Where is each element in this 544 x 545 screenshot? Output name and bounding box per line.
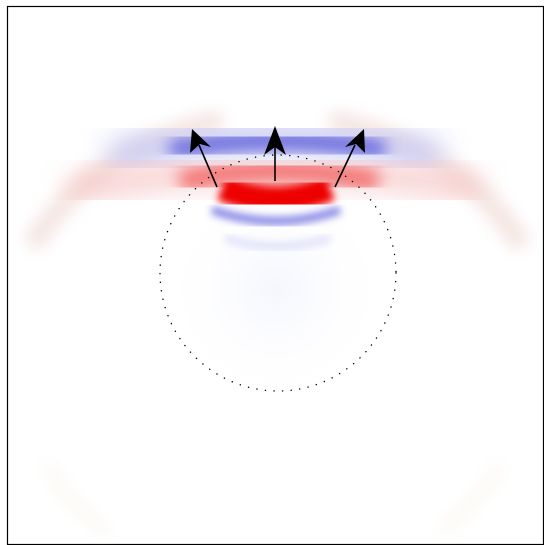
arrow-center (264, 126, 286, 181)
inner-haze (158, 172, 394, 408)
arrow-right (334, 129, 365, 188)
negative-inner-band (210, 206, 342, 251)
dotted-boundary-circle (159, 154, 397, 392)
arrow-left (190, 129, 218, 188)
propagation-arrows (190, 126, 365, 188)
